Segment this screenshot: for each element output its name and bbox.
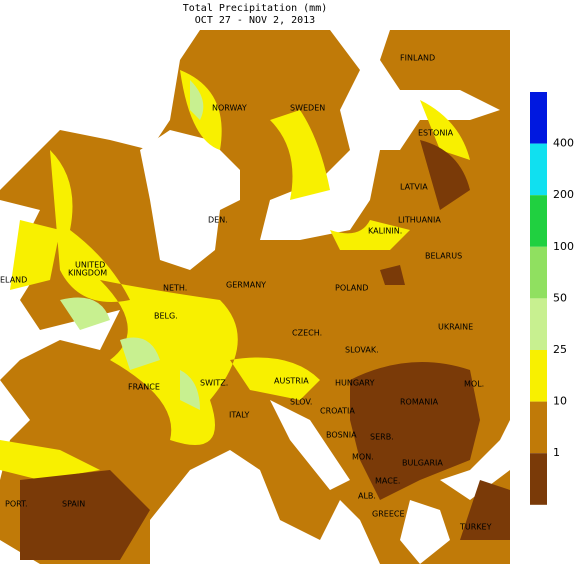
country-label: AUSTRIA	[274, 377, 309, 386]
country-label: CZECH.	[292, 329, 322, 338]
country-label: SERB.	[370, 433, 394, 442]
legend-label: 50	[553, 291, 567, 304]
country-label: KALININ.	[368, 227, 402, 236]
country-label: GERMANY	[226, 281, 266, 290]
country-label: SWITZ.	[200, 379, 228, 388]
country-label: FRANCE	[128, 383, 160, 392]
legend-swatch	[530, 350, 547, 402]
legend-swatch	[530, 246, 547, 299]
country-label: NETH.	[163, 284, 187, 293]
legend-swatch	[530, 143, 547, 196]
map-subtitle: OCT 27 - NOV 2, 2013	[195, 15, 315, 26]
legend-label: 100	[553, 240, 574, 253]
country-label: SWEDEN	[290, 104, 325, 113]
country-label: MON.	[352, 453, 374, 462]
country-label: CROATIA	[320, 407, 355, 416]
country-label: LITHUANIA	[398, 216, 441, 225]
country-label: MACE.	[375, 477, 400, 486]
country-label: BELARUS	[425, 252, 462, 261]
country-label: KINGDOM	[68, 269, 107, 278]
dry-area	[20, 140, 510, 560]
country-label: DEN.	[208, 216, 228, 225]
country-label: PORT.	[5, 500, 28, 509]
legend-label: 200	[553, 188, 574, 201]
country-label: LATVIA	[400, 183, 428, 192]
legend: 400 200 100 50 25 10 1	[530, 92, 574, 505]
country-label: POLAND	[335, 284, 368, 293]
wetter-area	[60, 80, 204, 410]
country-label: ALB.	[358, 492, 376, 501]
legend-label: 400	[553, 137, 574, 150]
country-label: TURKEY	[459, 523, 492, 532]
map-title: Total Precipitation (mm)	[183, 3, 328, 14]
legend-swatch	[530, 298, 547, 350]
country-label: HUNGARY	[335, 379, 375, 388]
country-label: SLOV.	[290, 398, 312, 407]
map	[0, 30, 510, 564]
country-label: NORWAY	[212, 104, 247, 113]
legend-label: 10	[553, 395, 567, 408]
country-label: BULGARIA	[402, 459, 443, 468]
wet-area	[0, 70, 470, 480]
country-label: ELAND	[0, 276, 27, 285]
north-sea	[140, 130, 240, 270]
country-label: ROMANIA	[400, 398, 439, 407]
legend-swatch	[530, 401, 547, 454]
legend-label: 1	[553, 446, 560, 459]
country-label: ITALY	[229, 411, 249, 420]
country-label: MOL.	[464, 380, 484, 389]
mediterranean	[150, 400, 510, 564]
legend-swatch	[530, 195, 547, 247]
country-label: ESTONIA	[418, 129, 454, 138]
legend-label: 25	[553, 343, 567, 356]
legend-swatch	[530, 92, 547, 144]
country-label: UNITED	[75, 261, 105, 270]
legend-swatch	[530, 453, 547, 505]
country-label: SPAIN	[62, 500, 85, 509]
country-label: UKRAINE	[438, 323, 473, 332]
country-label: GREECE	[372, 510, 405, 519]
country-label: BOSNIA	[326, 431, 357, 440]
atlantic	[0, 30, 200, 564]
country-label: SLOVAK.	[345, 346, 379, 355]
country-label: FINLAND	[400, 54, 435, 63]
country-label: BELG.	[154, 312, 178, 321]
